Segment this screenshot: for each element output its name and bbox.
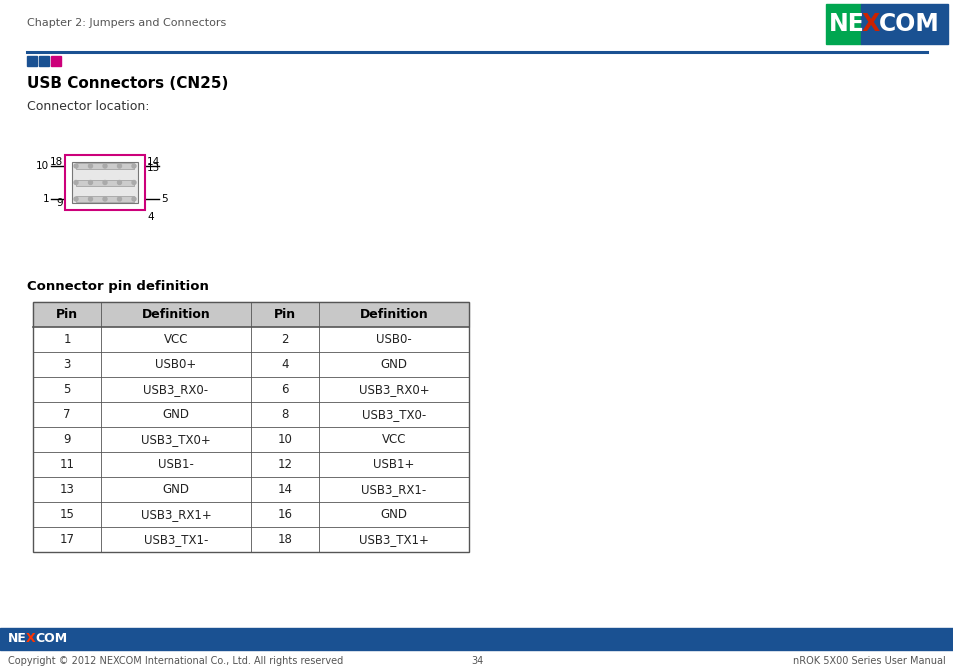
Text: USB0-: USB0- (375, 333, 412, 346)
Text: 8: 8 (281, 408, 289, 421)
Bar (76, 196, 133, 202)
Bar (39, 56, 49, 66)
Bar (71, 162, 138, 203)
Bar (51, 56, 61, 66)
Bar (33, 477, 469, 502)
Text: Pin: Pin (274, 308, 295, 321)
Bar (33, 352, 469, 377)
Text: 18: 18 (277, 533, 293, 546)
Text: Copyright © 2012 NEXCOM International Co., Ltd. All rights reserved: Copyright © 2012 NEXCOM International Co… (8, 656, 343, 666)
Text: 1: 1 (63, 333, 71, 346)
Text: 2: 2 (281, 333, 289, 346)
Text: X: X (26, 632, 35, 646)
Text: USB3_TX1-: USB3_TX1- (144, 533, 208, 546)
Text: USB3_RX1-: USB3_RX1- (361, 483, 426, 496)
Text: NE: NE (8, 632, 27, 646)
Text: 5: 5 (63, 383, 71, 396)
Text: 16: 16 (277, 508, 293, 521)
Text: GND: GND (162, 408, 190, 421)
Circle shape (89, 164, 92, 168)
Text: 5: 5 (161, 194, 168, 204)
Circle shape (74, 181, 78, 185)
Text: USB0+: USB0+ (155, 358, 196, 371)
Bar (76, 163, 133, 169)
Text: USB3_RX1+: USB3_RX1+ (140, 508, 212, 521)
Circle shape (132, 197, 136, 201)
Text: 3: 3 (63, 358, 71, 371)
Text: USB3_TX0+: USB3_TX0+ (141, 433, 211, 446)
Text: USB3_RX0+: USB3_RX0+ (358, 383, 429, 396)
Text: 11: 11 (59, 458, 74, 471)
Text: GND: GND (380, 358, 407, 371)
Circle shape (103, 164, 107, 168)
Circle shape (117, 164, 121, 168)
Text: COM: COM (35, 632, 67, 646)
Text: 13: 13 (147, 163, 160, 173)
Text: 17: 17 (59, 533, 74, 546)
Bar (0, 628, 953, 650)
Text: 4: 4 (147, 212, 153, 222)
Bar (861, 4, 947, 44)
Text: 10: 10 (36, 161, 49, 171)
Text: Definition: Definition (141, 308, 211, 321)
Text: 10: 10 (277, 433, 293, 446)
Circle shape (89, 181, 92, 185)
Text: 34: 34 (471, 656, 482, 666)
Circle shape (132, 164, 136, 168)
Bar (825, 4, 861, 44)
Bar (76, 179, 133, 185)
Text: nROK 5X00 Series User Manual: nROK 5X00 Series User Manual (792, 656, 945, 666)
Text: GND: GND (162, 483, 190, 496)
Text: 13: 13 (59, 483, 74, 496)
Text: 6: 6 (281, 383, 289, 396)
Text: 9: 9 (56, 198, 63, 208)
Text: Pin: Pin (56, 308, 78, 321)
Circle shape (74, 164, 78, 168)
Text: Definition: Definition (359, 308, 428, 321)
Text: USB1+: USB1+ (373, 458, 415, 471)
Text: 4: 4 (281, 358, 289, 371)
Circle shape (103, 197, 107, 201)
Text: GND: GND (380, 508, 407, 521)
Text: 12: 12 (277, 458, 293, 471)
Bar (33, 427, 469, 452)
Bar (33, 327, 469, 352)
Text: Chapter 2: Jumpers and Connectors: Chapter 2: Jumpers and Connectors (27, 18, 226, 28)
Bar (33, 302, 469, 327)
Text: USB1-: USB1- (158, 458, 193, 471)
Text: USB3_TX0-: USB3_TX0- (361, 408, 426, 421)
Text: USB3_RX0-: USB3_RX0- (143, 383, 209, 396)
Text: USB3_TX1+: USB3_TX1+ (358, 533, 429, 546)
Text: Connector pin definition: Connector pin definition (27, 280, 209, 293)
Text: VCC: VCC (381, 433, 406, 446)
Circle shape (117, 181, 121, 185)
Circle shape (132, 181, 136, 185)
Circle shape (117, 197, 121, 201)
Circle shape (74, 197, 78, 201)
Bar (33, 302, 469, 552)
Bar (33, 502, 469, 527)
Bar (33, 527, 469, 552)
Text: 9: 9 (63, 433, 71, 446)
Text: Connector location:: Connector location: (27, 100, 150, 113)
Text: COM: COM (878, 12, 939, 36)
Bar (33, 402, 469, 427)
Bar (33, 377, 469, 402)
Bar (27, 56, 37, 66)
Text: 7: 7 (63, 408, 71, 421)
Text: NE: NE (828, 12, 864, 36)
Circle shape (89, 197, 92, 201)
Text: USB Connectors (CN25): USB Connectors (CN25) (27, 76, 228, 91)
Text: 14: 14 (147, 157, 160, 167)
Bar (65, 155, 145, 210)
Text: 18: 18 (50, 157, 63, 167)
Text: X: X (862, 12, 880, 36)
Text: 1: 1 (42, 194, 49, 204)
Bar (33, 452, 469, 477)
Text: 14: 14 (277, 483, 293, 496)
Text: 15: 15 (59, 508, 74, 521)
Circle shape (103, 181, 107, 185)
Text: VCC: VCC (164, 333, 188, 346)
